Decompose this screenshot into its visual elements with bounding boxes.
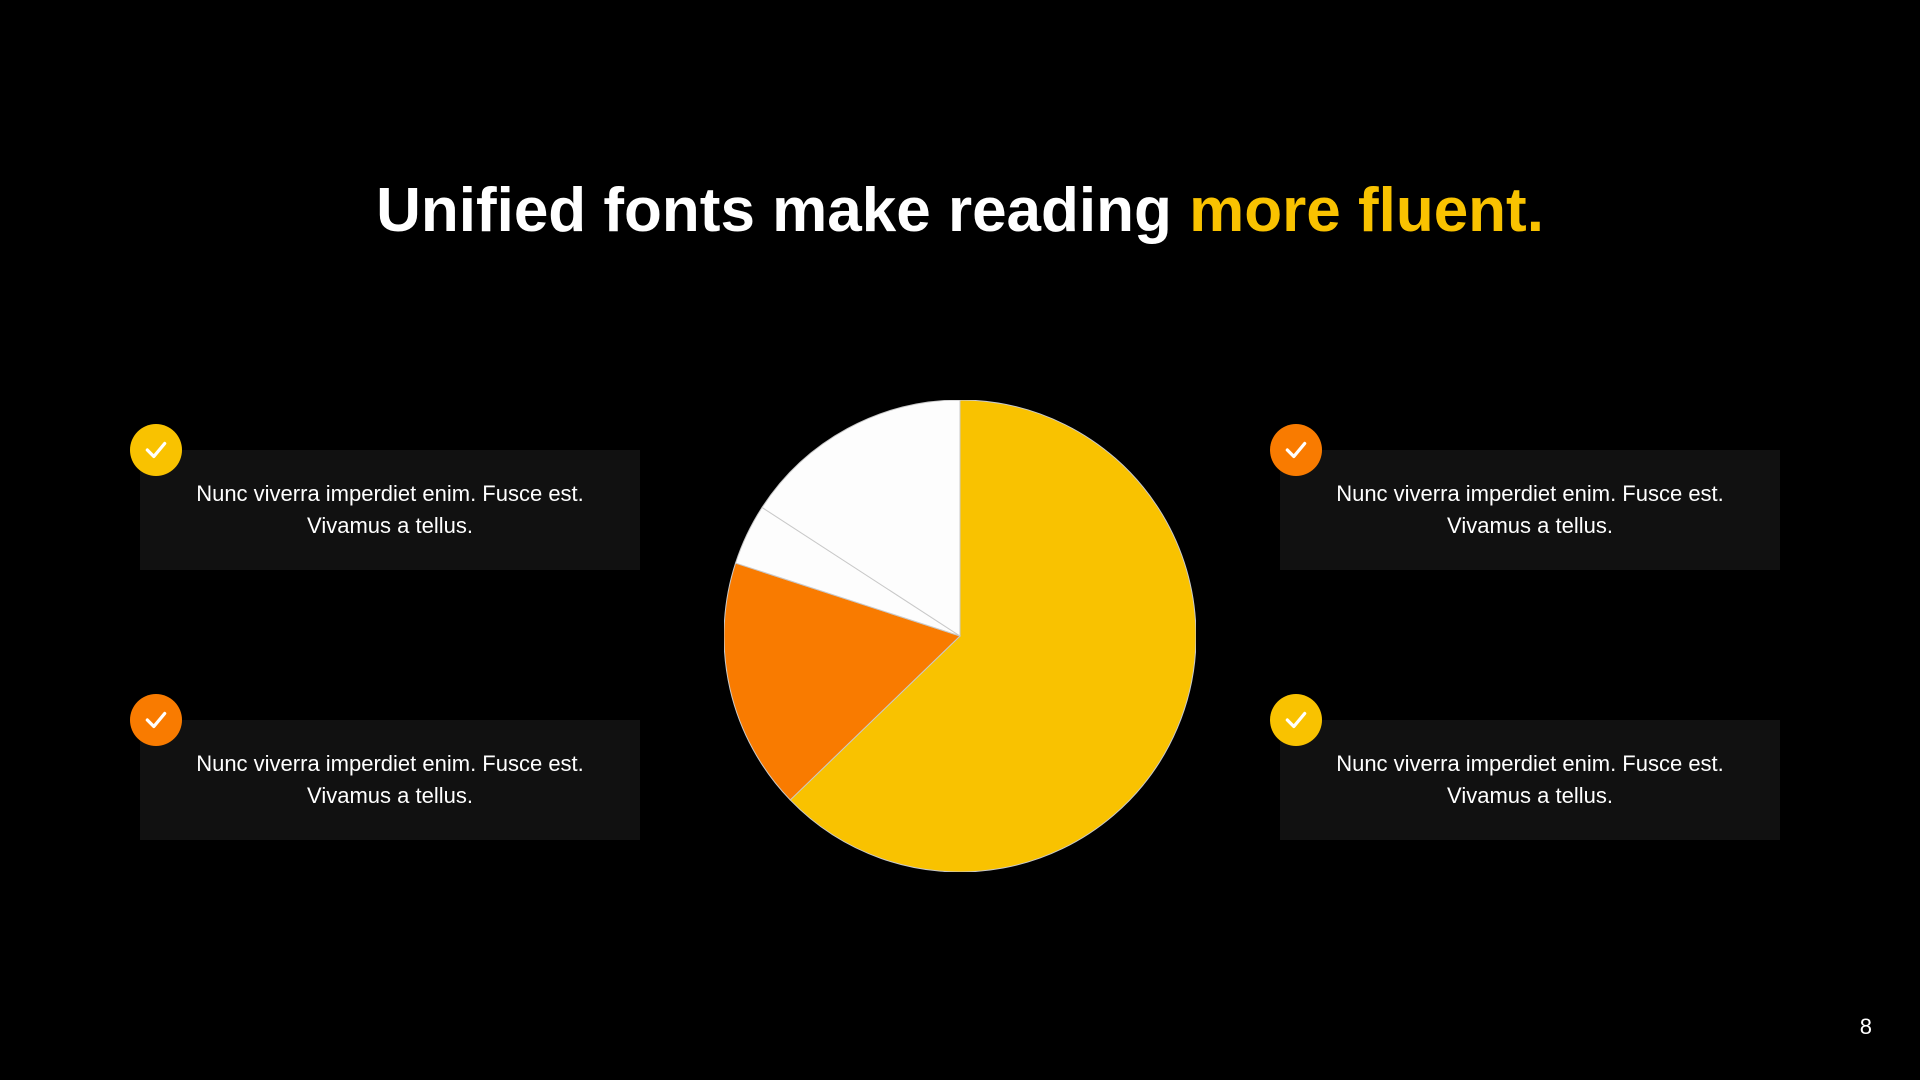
- info-card-bottom-right: Nunc viverra imperdiet enim. Fusce est. …: [1280, 720, 1780, 840]
- check-icon: [143, 707, 169, 733]
- check-badge: [1270, 424, 1322, 476]
- check-badge: [130, 424, 182, 476]
- slide-title: Unified fonts make reading more fluent.: [0, 175, 1920, 246]
- title-accent: more fluent.: [1189, 176, 1544, 245]
- card-text: Nunc viverra imperdiet enim. Fusce est. …: [180, 748, 600, 812]
- card-text: Nunc viverra imperdiet enim. Fusce est. …: [1320, 748, 1740, 812]
- pie-svg: [724, 400, 1196, 872]
- info-card-bottom-left: Nunc viverra imperdiet enim. Fusce est. …: [140, 720, 640, 840]
- info-card-top-right: Nunc viverra imperdiet enim. Fusce est. …: [1280, 450, 1780, 570]
- check-icon: [1283, 437, 1309, 463]
- info-card-top-left: Nunc viverra imperdiet enim. Fusce est. …: [140, 450, 640, 570]
- check-badge: [130, 694, 182, 746]
- check-icon: [143, 437, 169, 463]
- pie-chart: [724, 400, 1196, 872]
- check-badge: [1270, 694, 1322, 746]
- card-text: Nunc viverra imperdiet enim. Fusce est. …: [180, 478, 600, 542]
- page-number: 8: [1860, 1014, 1872, 1040]
- check-icon: [1283, 707, 1309, 733]
- title-white: Unified fonts make reading: [376, 176, 1189, 245]
- card-text: Nunc viverra imperdiet enim. Fusce est. …: [1320, 478, 1740, 542]
